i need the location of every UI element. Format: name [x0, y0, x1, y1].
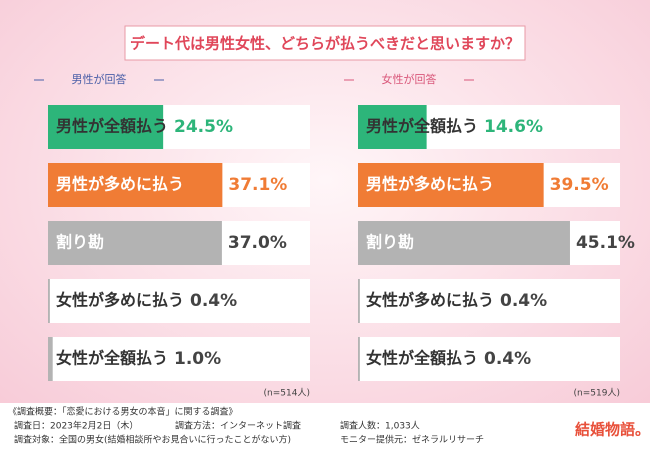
category-label: 女性が全額払う	[56, 349, 168, 368]
bar	[48, 221, 222, 265]
bar	[358, 337, 360, 381]
footer-bg	[0, 403, 650, 450]
footer-item: 調査日：2023年2月2日（木）	[14, 420, 138, 432]
row-bg	[358, 337, 620, 381]
value-label: 1.0%	[174, 349, 221, 369]
bar	[48, 337, 53, 381]
subtitle: 男性が回答	[72, 72, 127, 86]
row-bg	[48, 279, 310, 323]
bar	[358, 105, 427, 149]
value-label: 0.4%	[190, 291, 237, 311]
category-label: 男性が全額払う	[366, 117, 478, 136]
bar	[358, 221, 570, 265]
logo: 結婚物語。	[575, 421, 650, 439]
sample-note: (n=519人)	[574, 388, 620, 399]
bar	[48, 279, 50, 323]
bar	[358, 163, 544, 207]
row-bg	[48, 337, 310, 381]
value-label: 0.4%	[500, 291, 547, 311]
sample-note: (n=514人)	[264, 388, 310, 399]
footer-heading: 《調査概要：「恋愛における男女の本音」に関する調査》	[8, 406, 238, 418]
title: デート代は男性女性、どちらが払うべきだと思いますか？	[130, 35, 520, 53]
footer-item: モニター提供元：ゼネラルリサーチ	[340, 434, 484, 446]
category-label: 女性が全額払う	[366, 349, 478, 368]
footer-item: 調査人数：1,033人	[340, 420, 420, 432]
row-bg	[358, 279, 620, 323]
value-label: 39.5%	[550, 175, 609, 195]
bar	[48, 105, 164, 149]
title-box	[124, 25, 526, 61]
bar	[358, 279, 360, 323]
footer-item: 調査方法：インターネット調査	[175, 420, 301, 432]
value-label: 45.1%	[576, 233, 635, 253]
value-label: 24.5%	[174, 117, 233, 137]
bar	[48, 163, 223, 207]
category-label: 女性が多めに払う	[366, 291, 494, 310]
value-label: 37.0%	[228, 233, 287, 253]
category-label: 男性が多めに払う	[366, 175, 494, 194]
category-label: 割り勘	[56, 233, 104, 252]
category-label: 女性が多めに払う	[56, 291, 184, 310]
value-label: 37.1%	[228, 175, 287, 195]
value-label: 14.6%	[484, 117, 543, 137]
category-label: 男性が多めに払う	[56, 175, 184, 194]
value-label: 0.4%	[484, 349, 531, 369]
subtitle: 女性が回答	[382, 72, 437, 86]
category-label: 男性が全額払う	[56, 117, 168, 136]
footer-item: 調査対象：全国の男女(結婚相談所やお見合いに行ったことがない方)	[14, 434, 291, 446]
category-label: 割り勘	[366, 233, 414, 252]
